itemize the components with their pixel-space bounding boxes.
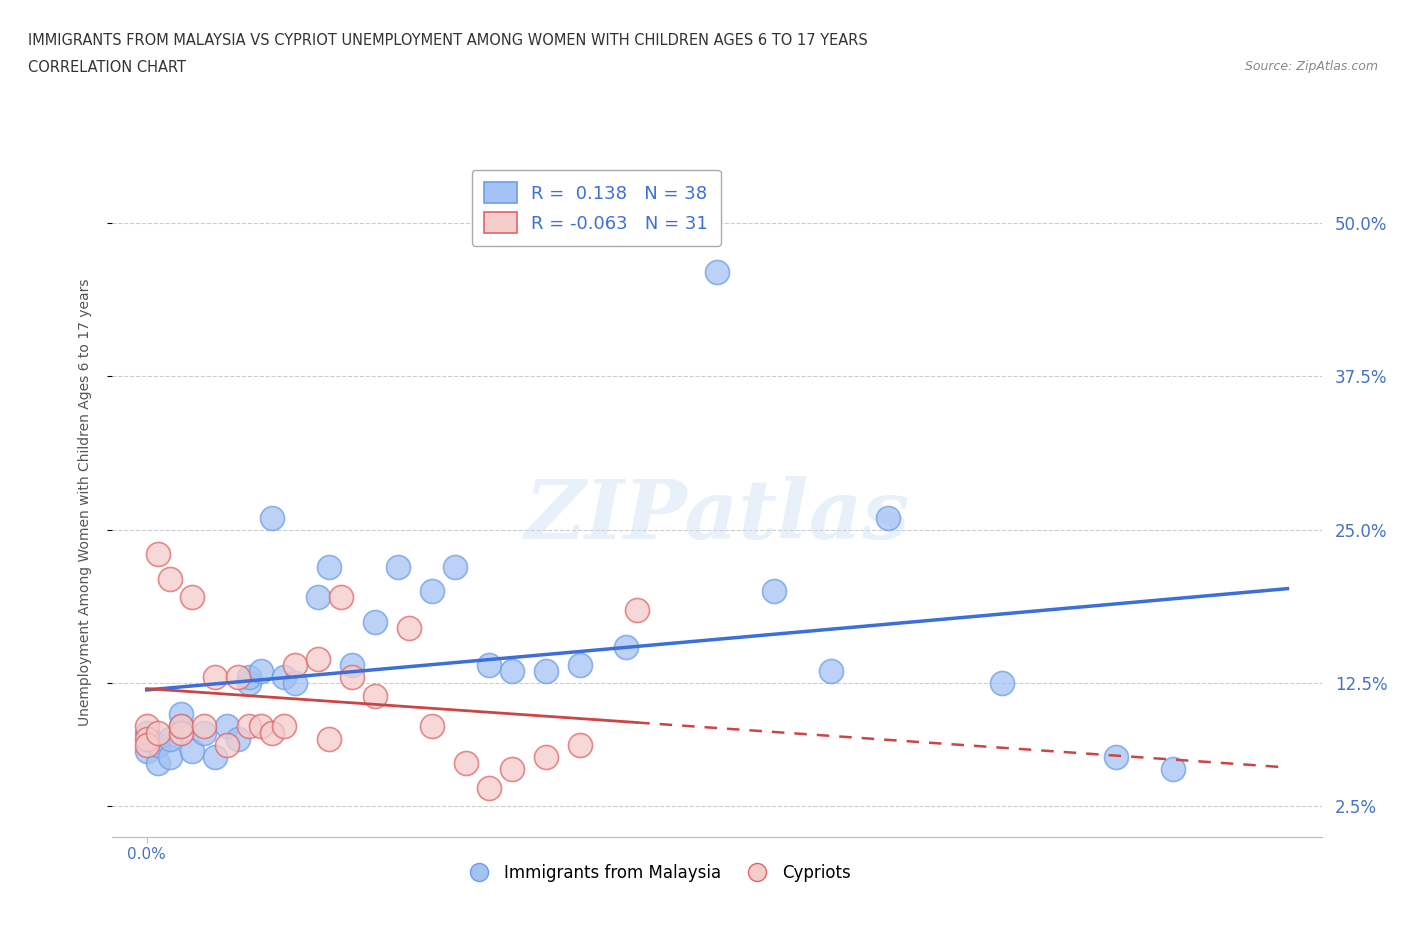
Point [387, 559, 409, 574]
Point [877, 511, 900, 525]
Point [420, 719, 443, 734]
Point [159, 750, 181, 764]
Point [170, 707, 193, 722]
Point [181, 590, 204, 604]
Text: ZIPatlas: ZIPatlas [524, 475, 910, 555]
Point [170, 719, 193, 734]
Point [1105, 750, 1128, 764]
Point [238, 719, 260, 734]
Point [226, 731, 249, 746]
Point [146, 756, 169, 771]
Point [226, 670, 249, 684]
Point [273, 670, 295, 684]
Point [284, 676, 307, 691]
Point [204, 750, 226, 764]
Legend: Immigrants from Malaysia, Cypriots: Immigrants from Malaysia, Cypriots [456, 857, 858, 889]
Point [135, 744, 157, 759]
Point [135, 719, 157, 734]
Point [478, 658, 501, 672]
Point [204, 670, 226, 684]
Point [1163, 762, 1185, 777]
Point [146, 725, 169, 740]
Point [238, 676, 260, 691]
Point [193, 725, 215, 740]
Point [159, 572, 181, 587]
Point [420, 584, 443, 599]
Point [340, 658, 363, 672]
Point [501, 762, 523, 777]
Point [820, 664, 842, 679]
Point [534, 664, 557, 679]
Point [170, 719, 193, 734]
Point [706, 264, 728, 279]
Point [181, 744, 204, 759]
Point [159, 731, 181, 746]
Point [443, 559, 465, 574]
Point [329, 590, 352, 604]
Point [614, 639, 637, 654]
Point [569, 658, 592, 672]
Text: CORRELATION CHART: CORRELATION CHART [28, 60, 186, 75]
Point [478, 780, 501, 795]
Point [215, 737, 238, 752]
Point [318, 731, 340, 746]
Point [340, 670, 363, 684]
Point [501, 664, 523, 679]
Point [307, 651, 329, 666]
Point [262, 725, 284, 740]
Text: IMMIGRANTS FROM MALAYSIA VS CYPRIOT UNEMPLOYMENT AMONG WOMEN WITH CHILDREN AGES : IMMIGRANTS FROM MALAYSIA VS CYPRIOT UNEM… [28, 33, 868, 47]
Point [273, 719, 295, 734]
Point [262, 511, 284, 525]
Point [215, 719, 238, 734]
Point [626, 603, 648, 618]
Point [249, 719, 271, 734]
Point [170, 725, 193, 740]
Point [146, 547, 169, 562]
Point [456, 756, 478, 771]
Point [135, 731, 157, 746]
Point [307, 590, 329, 604]
Point [364, 615, 387, 630]
Point [284, 658, 307, 672]
Point [238, 670, 260, 684]
Point [146, 737, 169, 752]
Point [763, 584, 786, 599]
Point [135, 737, 157, 752]
Point [398, 620, 420, 635]
Y-axis label: Unemployment Among Women with Children Ages 6 to 17 years: Unemployment Among Women with Children A… [77, 278, 91, 726]
Text: Source: ZipAtlas.com: Source: ZipAtlas.com [1244, 60, 1378, 73]
Point [135, 725, 157, 740]
Point [318, 559, 340, 574]
Point [569, 737, 592, 752]
Point [534, 750, 557, 764]
Point [249, 664, 271, 679]
Point [991, 676, 1014, 691]
Point [193, 719, 215, 734]
Point [364, 688, 387, 703]
